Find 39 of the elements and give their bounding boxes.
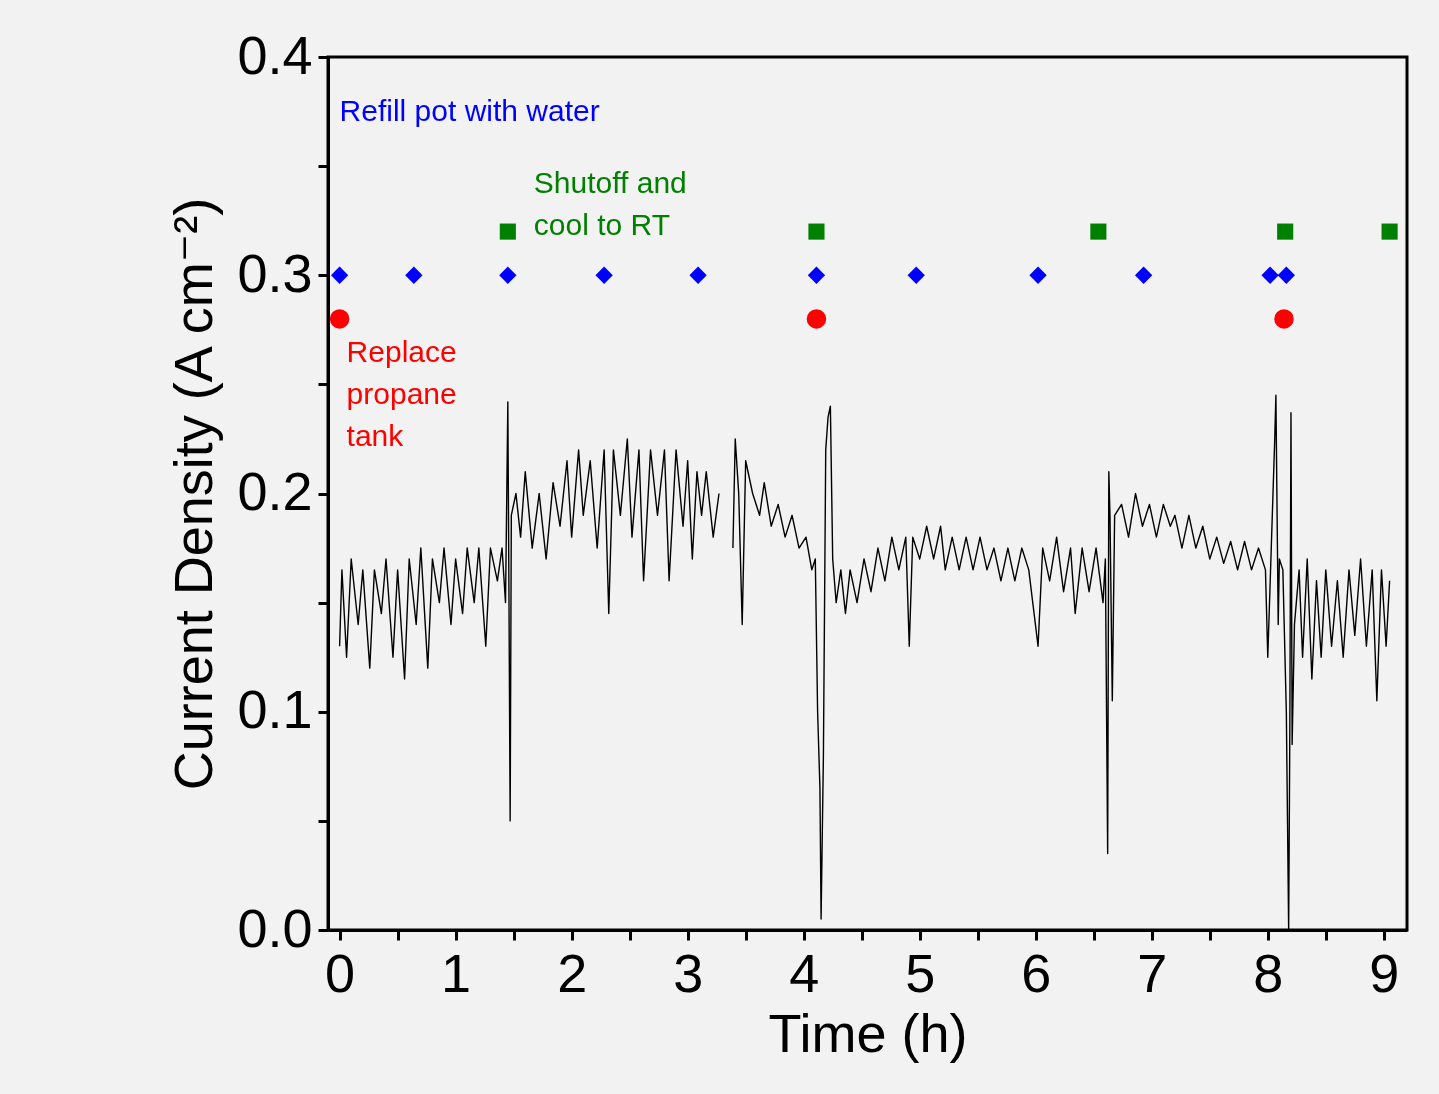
point [807,266,826,284]
point [405,266,423,284]
x-tick-label: 6 [1021,942,1052,1003]
point [1134,266,1153,284]
y-tick-label: 0.4 [237,24,313,85]
y-tick-label: 0.1 [237,679,313,740]
point [1381,223,1398,240]
x-tick-label: 2 [557,942,588,1003]
point [1029,266,1047,284]
x-tick-label: 9 [1369,942,1400,1003]
series-label: Shutoff and cool to RT [533,165,687,241]
x-tick-label: 1 [441,942,472,1003]
y-axis-title: Current Density (A cm⁻²) [163,197,224,791]
x-tick-label: 7 [1137,942,1168,1003]
point [1277,266,1295,284]
x-tick-label: 0 [325,942,356,1003]
x-tick-label: 4 [789,942,820,1003]
x-tick-label: 5 [905,942,936,1003]
series-label: Replace propane tank [346,334,457,452]
point [329,309,350,329]
point [1274,309,1294,329]
point [907,266,925,284]
x-tick-label: 3 [673,942,704,1003]
point [806,309,827,329]
point [1090,223,1107,240]
y-tick-label: 0.0 [237,897,313,958]
x-tick-label: 8 [1253,942,1284,1003]
point [689,266,707,284]
point [1277,223,1294,240]
y-tick-label: 0.2 [237,461,313,521]
point [808,223,825,240]
y-tick-label: 0.3 [237,242,313,303]
point [1261,266,1279,284]
point [499,223,516,240]
point [330,266,349,284]
text: Refill pot with water [339,94,600,128]
point [595,266,613,284]
x-axis-title: Time (h) [768,1002,968,1063]
point [499,266,517,284]
